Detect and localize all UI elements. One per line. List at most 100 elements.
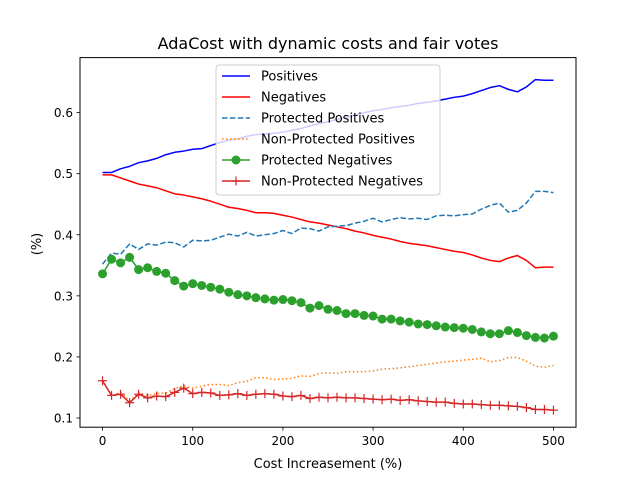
- data-point: [377, 395, 387, 405]
- data-point: [323, 304, 333, 314]
- series-3: [101, 190, 554, 265]
- data-point: [521, 403, 531, 413]
- data-point: [269, 295, 279, 305]
- data-point: [395, 316, 405, 326]
- data-point: [503, 326, 513, 336]
- data-point: [206, 388, 216, 398]
- data-point: [233, 389, 243, 399]
- data-point: [116, 258, 126, 268]
- data-point: [170, 387, 180, 397]
- data-point: [431, 321, 441, 331]
- data-point: [251, 389, 261, 399]
- data-point: [494, 400, 504, 410]
- data-point: [458, 323, 468, 333]
- x-tick-label: 100: [181, 434, 204, 448]
- data-point: [296, 390, 306, 400]
- data-point: [548, 405, 558, 415]
- chart-title: AdaCost with dynamic costs and fair vote…: [158, 34, 499, 53]
- data-point: [332, 392, 342, 402]
- data-point: [98, 376, 108, 386]
- data-point: [251, 293, 261, 303]
- data-point: [260, 294, 270, 304]
- data-point: [152, 266, 162, 276]
- legend-label: Negatives: [261, 91, 326, 106]
- series-2: [102, 174, 554, 269]
- data-point: [161, 268, 171, 278]
- legend-box: [215, 64, 441, 196]
- data-point: [395, 395, 405, 405]
- data-point: [134, 265, 144, 275]
- data-point: [368, 394, 378, 404]
- data-point: [494, 329, 504, 339]
- y-tick-label: 0.4: [54, 228, 73, 242]
- data-point: [278, 391, 288, 401]
- legend: Positives Negatives Protected Positives Non…: [215, 64, 441, 196]
- data-point: [413, 396, 423, 406]
- data-point: [161, 392, 171, 402]
- data-point: [314, 301, 324, 311]
- data-point: [467, 324, 477, 334]
- data-point: [188, 279, 198, 289]
- data-point: [323, 393, 333, 403]
- data-point: [440, 397, 450, 407]
- data-point: [224, 287, 234, 297]
- data-point: [458, 399, 468, 409]
- data-point: [215, 390, 225, 400]
- data-point: [548, 331, 558, 341]
- legend-label: Positives: [261, 70, 318, 85]
- data-point: [512, 401, 522, 411]
- data-point: [422, 397, 432, 407]
- data-point: [242, 390, 252, 400]
- data-point: [404, 395, 414, 405]
- data-point: [278, 295, 288, 305]
- data-point: [170, 276, 180, 286]
- data-point: [467, 399, 477, 409]
- legend-label: Non-Protected Positives: [261, 133, 415, 148]
- data-point: [440, 322, 450, 332]
- data-point: [260, 389, 270, 399]
- data-point: [359, 393, 369, 403]
- axes-frame: [79, 57, 577, 428]
- data-point: [422, 320, 432, 330]
- data-point: [305, 393, 315, 403]
- data-point: [269, 389, 279, 399]
- data-point: [449, 323, 459, 333]
- data-point: [188, 389, 198, 399]
- data-point: [476, 400, 486, 410]
- data-point: [197, 387, 207, 397]
- data-point: [368, 311, 378, 321]
- legend-entry: Non-Protected Positives: [222, 133, 415, 148]
- data-point: [530, 332, 540, 342]
- series-line: [101, 356, 554, 402]
- data-point: [404, 317, 414, 327]
- series-6: [98, 376, 558, 415]
- data-point: [485, 400, 495, 410]
- x-tick-label: 500: [542, 434, 565, 448]
- data-point: [539, 404, 549, 414]
- data-point: [98, 269, 108, 279]
- data-point: [224, 390, 234, 400]
- series-line: [101, 190, 554, 265]
- data-point: [242, 291, 252, 301]
- axis-ticks: 0 100 200 300 400 500 0.1 0.2 0.3 0.4 0.5 0.6: [54, 106, 565, 448]
- data-point: [341, 309, 351, 319]
- y-axis-label: (%): [30, 233, 45, 256]
- data-point: [287, 392, 297, 402]
- data-point: [134, 389, 144, 399]
- data-point: [305, 303, 315, 313]
- data-point: [197, 280, 207, 290]
- data-point: [125, 398, 135, 408]
- series-5: [98, 252, 558, 343]
- data-point: [359, 310, 369, 320]
- data-point: [107, 254, 117, 264]
- data-point: [314, 392, 324, 402]
- data-point: [296, 298, 306, 308]
- data-point: [449, 398, 459, 408]
- data-point: [287, 296, 297, 306]
- y-tick-label: 0.1: [54, 412, 73, 426]
- data-point: [350, 309, 360, 319]
- data-point: [431, 397, 441, 407]
- data-point: [143, 393, 153, 403]
- y-tick-label: 0.5: [54, 167, 73, 181]
